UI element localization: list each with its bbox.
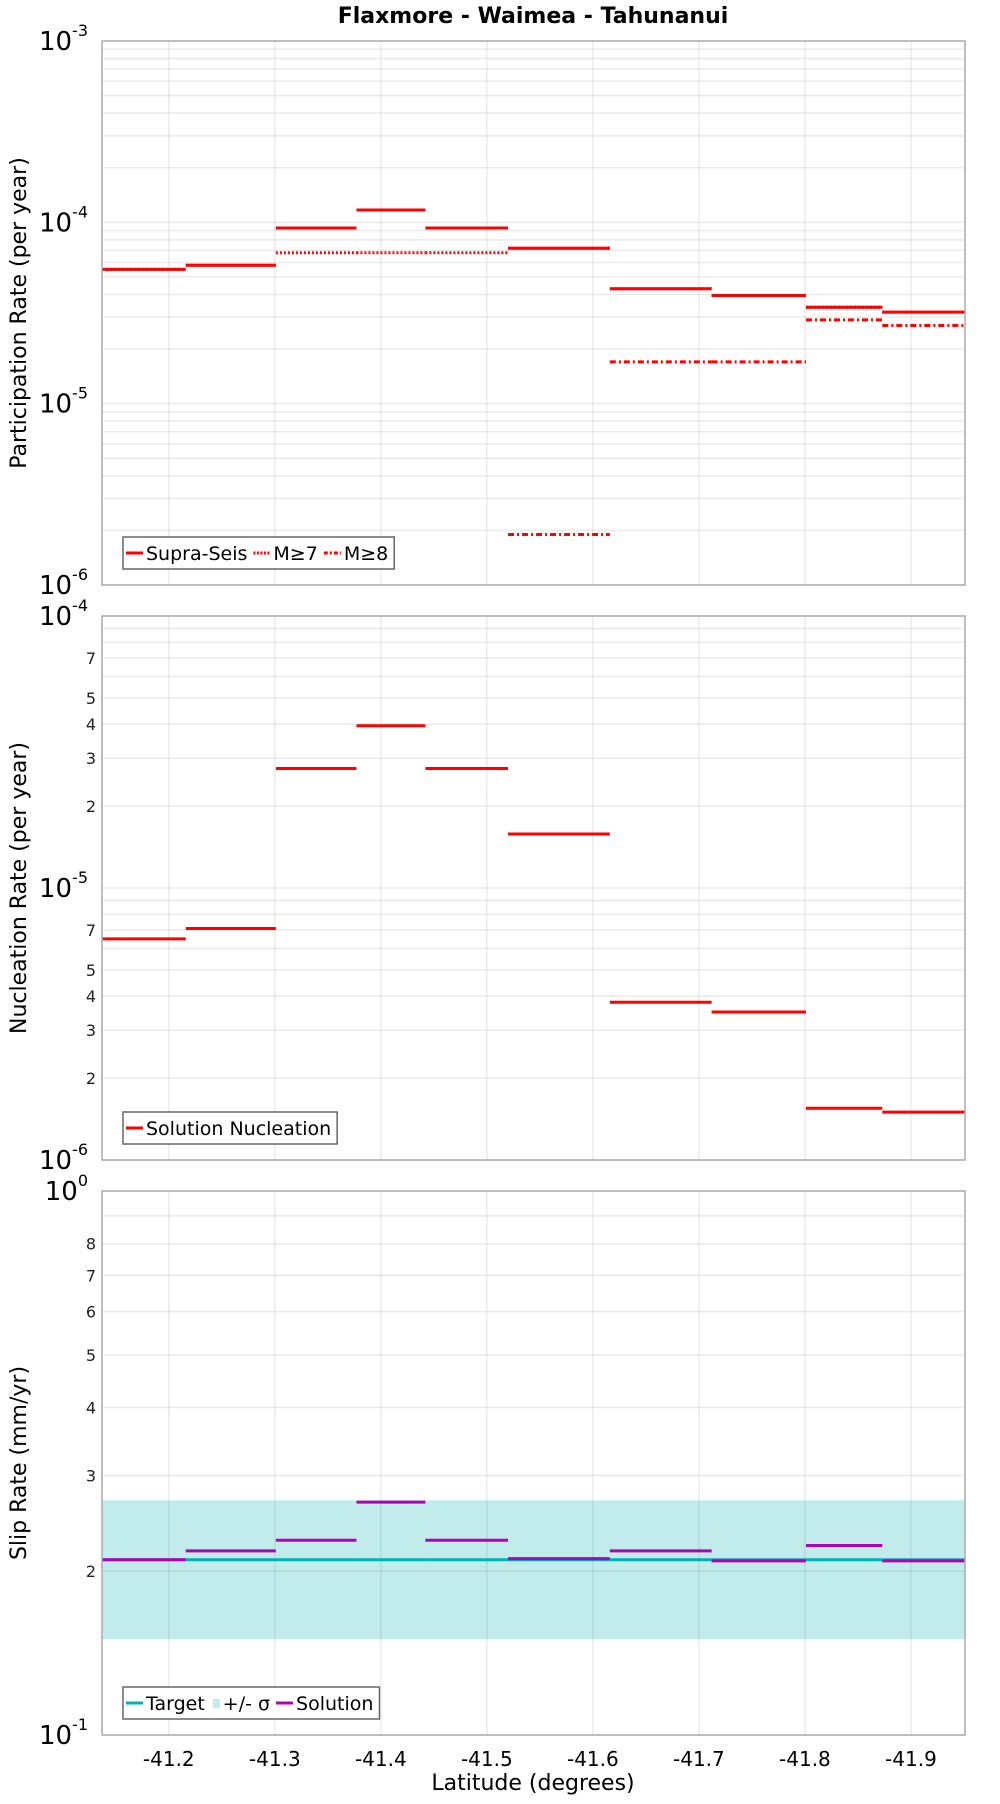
y-minor-tick-label: 3 (86, 1466, 96, 1485)
y-minor-tick-label: 5 (86, 961, 96, 980)
x-tick-label: -41.5 (461, 1747, 513, 1771)
y-tick-label: 10-3 (39, 21, 88, 57)
y-tick-label: 10-4 (39, 202, 88, 238)
legend-label: Solution Nucleation (146, 1118, 331, 1140)
x-tick-label: -41.7 (673, 1747, 725, 1771)
series-solution-nucleation (102, 724, 965, 1114)
y-axis-label: Participation Rate (per year) (7, 157, 32, 469)
sigma-band (102, 1500, 965, 1640)
legend: Supra-Seis M≥7 M≥8 (122, 536, 395, 570)
y-minor-tick-label: 7 (86, 1266, 96, 1285)
y-tick-label: 10-1 (39, 1715, 88, 1751)
y-minor-tick-label: 4 (86, 1398, 96, 1417)
x-tick-label: -41.4 (355, 1747, 407, 1771)
y-tick-label: 10-5 (39, 384, 88, 420)
series-m-8 (508, 318, 965, 536)
y-minor-tick-label: 2 (86, 797, 96, 816)
x-tick-label: -41.6 (567, 1747, 619, 1771)
x-tick-label: -41.2 (143, 1747, 195, 1771)
y-minor-tick-label: 2 (86, 1562, 96, 1581)
series-solution (102, 1500, 965, 1563)
legend-label: Solution (296, 1693, 373, 1715)
legend-label: Supra-Seis (146, 543, 247, 565)
slip-rate-panel: 100 10-1 8 7 6 5 4 3 2 Slip Rate (mm/yr) -41.2 -41.… (7, 1171, 966, 1771)
y-minor-tick-label: 6 (86, 1303, 96, 1322)
y-minor-tick-label: 8 (86, 1235, 96, 1254)
y-minor-tick-label: 5 (86, 1346, 96, 1365)
y-minor-tick-label: 5 (86, 689, 96, 708)
legend-label: M≥8 (344, 543, 388, 565)
y-minor-tick-label: 4 (86, 987, 96, 1006)
series-m-7 (102, 246, 965, 314)
y-minor-tick-label: 7 (86, 921, 96, 940)
y-minor-tick-label: 3 (86, 749, 96, 768)
y-tick-label: 10-4 (39, 596, 88, 632)
y-minor-tick-label: 7 (86, 649, 96, 668)
legend-label: M≥7 (273, 543, 317, 565)
y-axis-label: Nucleation Rate (per year) (7, 742, 32, 1034)
x-tick-label: -41.9 (885, 1747, 937, 1771)
y-tick-label: 10-5 (39, 868, 88, 904)
legend-label: +/- σ (223, 1693, 270, 1715)
chart-title: Flaxmore - Waimea - Tahunanui (338, 4, 729, 29)
x-axis-label: Latitude (degrees) (431, 1771, 634, 1796)
legend-label: Target (145, 1693, 205, 1715)
y-minor-tick-label: 3 (86, 1021, 96, 1040)
legend: Solution Nucleation (122, 1111, 338, 1145)
y-axis-label: Slip Rate (mm/yr) (7, 1366, 32, 1560)
legend: Target +/- σ Solution (122, 1686, 381, 1720)
y-tick-label: 100 (45, 1171, 88, 1207)
x-tick-label: -41.3 (249, 1747, 301, 1771)
x-tick-label: -41.8 (779, 1747, 831, 1771)
y-minor-tick-label: 2 (86, 1069, 96, 1088)
y-minor-tick-label: 4 (86, 715, 96, 734)
